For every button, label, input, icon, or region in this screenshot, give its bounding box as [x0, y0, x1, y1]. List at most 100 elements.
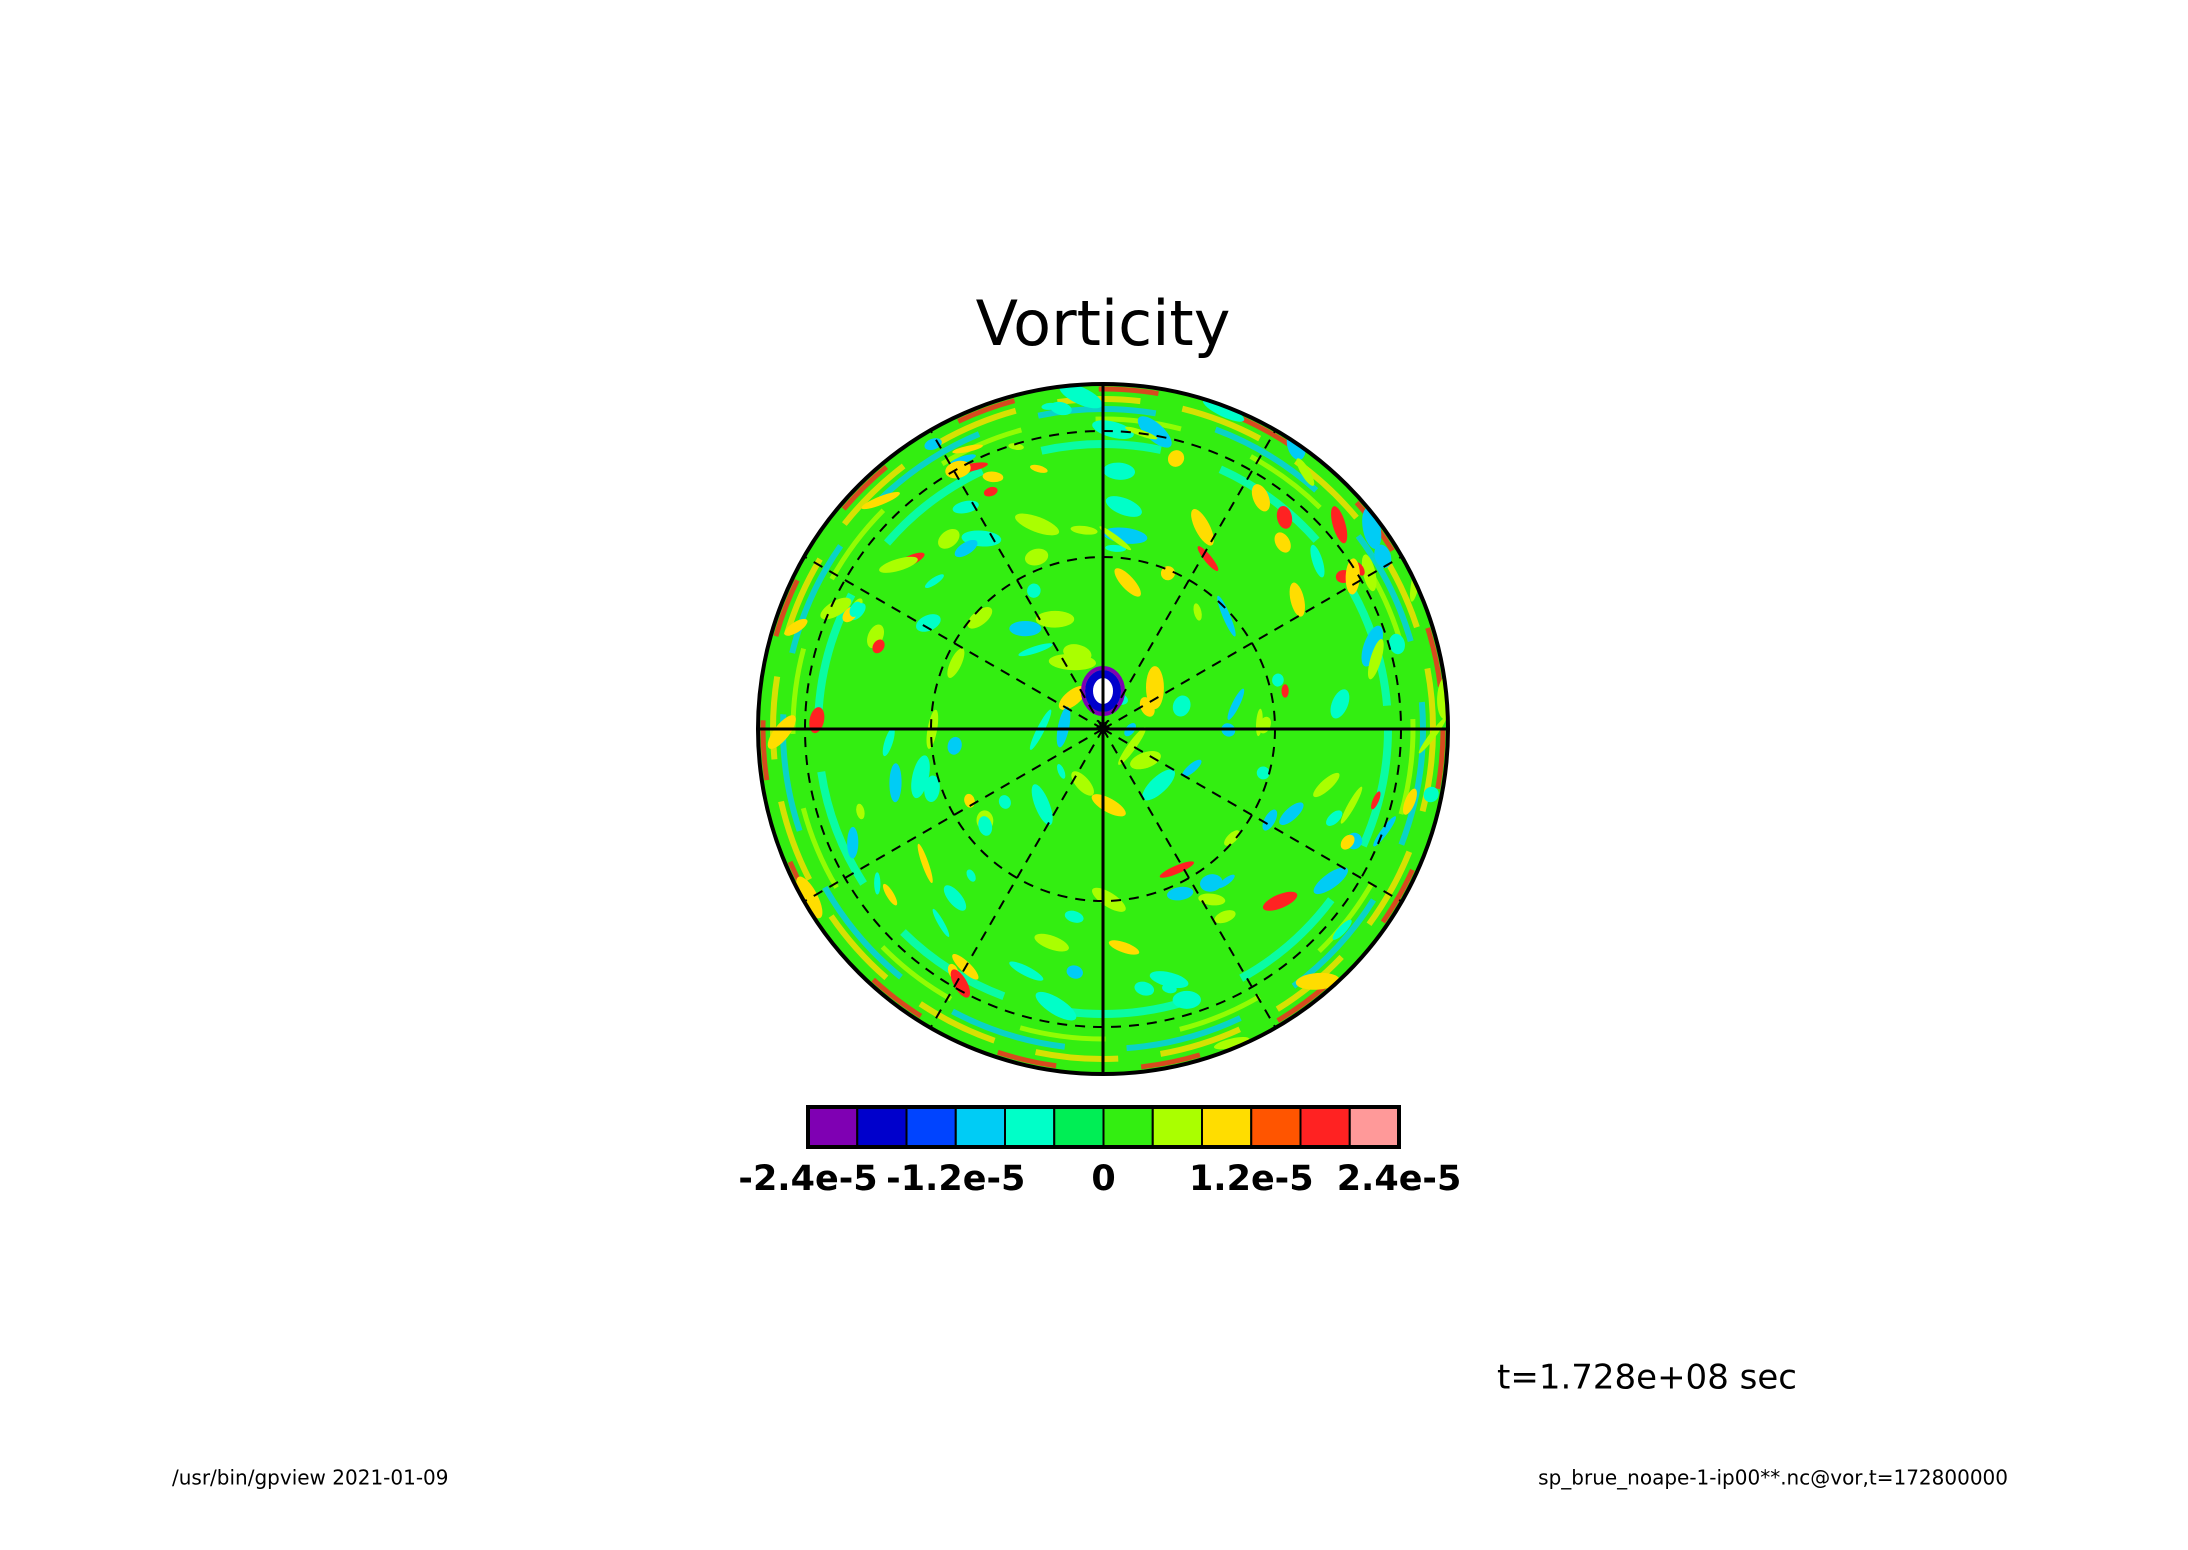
field-blob: [998, 795, 1011, 809]
field-blob: [1035, 991, 1077, 1021]
field-blob: [1172, 990, 1201, 1009]
field-blob: [1374, 544, 1392, 569]
colorbar-box: [1102, 1106, 1154, 1148]
field-blob: [943, 885, 967, 911]
field-blob: [1059, 384, 1103, 409]
field-blob: [1340, 834, 1355, 850]
field-blob: [1331, 506, 1348, 544]
field-blob: [1162, 983, 1177, 994]
field-blob: [1203, 399, 1245, 422]
field-blob: [1031, 784, 1053, 826]
field-blob: [1034, 933, 1069, 952]
field-blob: [1167, 886, 1194, 901]
colorbar-tick-label: 1.2e-5: [1189, 1159, 1314, 1199]
field-blob: [1024, 548, 1049, 566]
field-blob: [1296, 458, 1315, 486]
field-blob: [954, 539, 978, 558]
field-blob: [1105, 544, 1127, 552]
field-blob: [924, 775, 940, 803]
field-blob: [849, 601, 862, 617]
field-blob: [1182, 759, 1202, 777]
meridian: [929, 728, 1104, 1029]
field-blob: [1008, 443, 1024, 450]
meridian: [1102, 429, 1277, 730]
meridian: [929, 429, 1104, 730]
field-blob: [938, 528, 960, 549]
field-blob: [1142, 769, 1175, 801]
field-blob: [767, 715, 796, 749]
field-blob: [1160, 566, 1175, 581]
colorbar-box: [856, 1106, 908, 1148]
field-blob: [1137, 416, 1172, 448]
field-blob: [1064, 910, 1084, 923]
field-blob: [796, 876, 823, 919]
field-blob: [809, 707, 825, 734]
field-blob: [1145, 666, 1164, 710]
field-blob: [1193, 603, 1202, 621]
field-blob: [1009, 961, 1044, 981]
footer-right: sp_brue_noape-1-ip00**.nc@vor,t=17280000…: [1538, 1466, 2008, 1490]
field-blob: [1035, 610, 1075, 628]
field-blob: [1130, 751, 1161, 770]
field-blob: [1172, 695, 1191, 717]
field-blob: [983, 486, 998, 497]
field-blob: [1009, 620, 1042, 637]
field-blob: [1015, 513, 1060, 536]
field-blob: [1274, 532, 1291, 553]
field-blob: [1256, 766, 1270, 780]
field-blob: [1279, 802, 1304, 825]
field-blob: [1361, 625, 1384, 667]
meridian: [1102, 728, 1403, 903]
field-blob: [879, 556, 918, 573]
field-blob: [1058, 685, 1087, 710]
colorbar-box: [954, 1106, 1006, 1148]
field-blob: [1030, 464, 1048, 473]
field-blob: [1134, 981, 1155, 996]
colorbar-box: [1004, 1106, 1056, 1148]
field-blob: [1027, 583, 1041, 598]
field-blob: [1057, 764, 1066, 779]
field-blob: [1326, 810, 1343, 826]
field-blob: [1276, 505, 1293, 529]
colorbar-box: [905, 1106, 957, 1148]
field-blob: [1418, 717, 1447, 754]
time-annotation: t=1.728e+08 sec: [1497, 1358, 1797, 1398]
field-blob: [1371, 791, 1381, 810]
field-blob: [784, 618, 808, 636]
field-blob: [1214, 910, 1236, 924]
field-blob: [947, 736, 962, 755]
colorbar-box: [1053, 1106, 1105, 1148]
field-blob: [882, 727, 895, 757]
field-blob: [1332, 919, 1352, 940]
field-blob: [982, 471, 1004, 483]
field-blob: [1056, 706, 1071, 748]
field-blob: [1295, 972, 1340, 990]
field-blob: [916, 614, 941, 632]
colorbar-box: [1299, 1106, 1351, 1148]
field-blob: [1272, 673, 1284, 687]
field-blob: [1200, 874, 1223, 892]
field-blob: [856, 803, 865, 820]
field-blob: [1041, 402, 1059, 410]
field-blob: [1018, 643, 1053, 657]
field-blob: [952, 444, 983, 454]
field-blob: [1071, 771, 1094, 796]
meridian: [803, 728, 1104, 903]
field-blob: [924, 574, 944, 589]
colorbar-tick-label: 0: [1091, 1159, 1115, 1199]
field-blob: [1108, 940, 1140, 955]
field-blob: [1159, 861, 1195, 878]
field-blob: [882, 883, 898, 906]
field-blob: [1367, 639, 1384, 680]
footer-left: /usr/bin/gpview 2021-01-09: [172, 1466, 449, 1490]
field-blob: [1281, 684, 1289, 698]
field-blob: [1070, 525, 1098, 535]
map-grid: [756, 382, 1450, 1076]
field-blob: [847, 826, 859, 859]
colorbar-box: [1250, 1106, 1302, 1148]
pole-mark: *: [1096, 713, 1111, 748]
field-blob: [1262, 891, 1298, 911]
field-blob: [1402, 788, 1417, 815]
field-blob: [1389, 633, 1405, 655]
field-blob: [1224, 830, 1240, 846]
